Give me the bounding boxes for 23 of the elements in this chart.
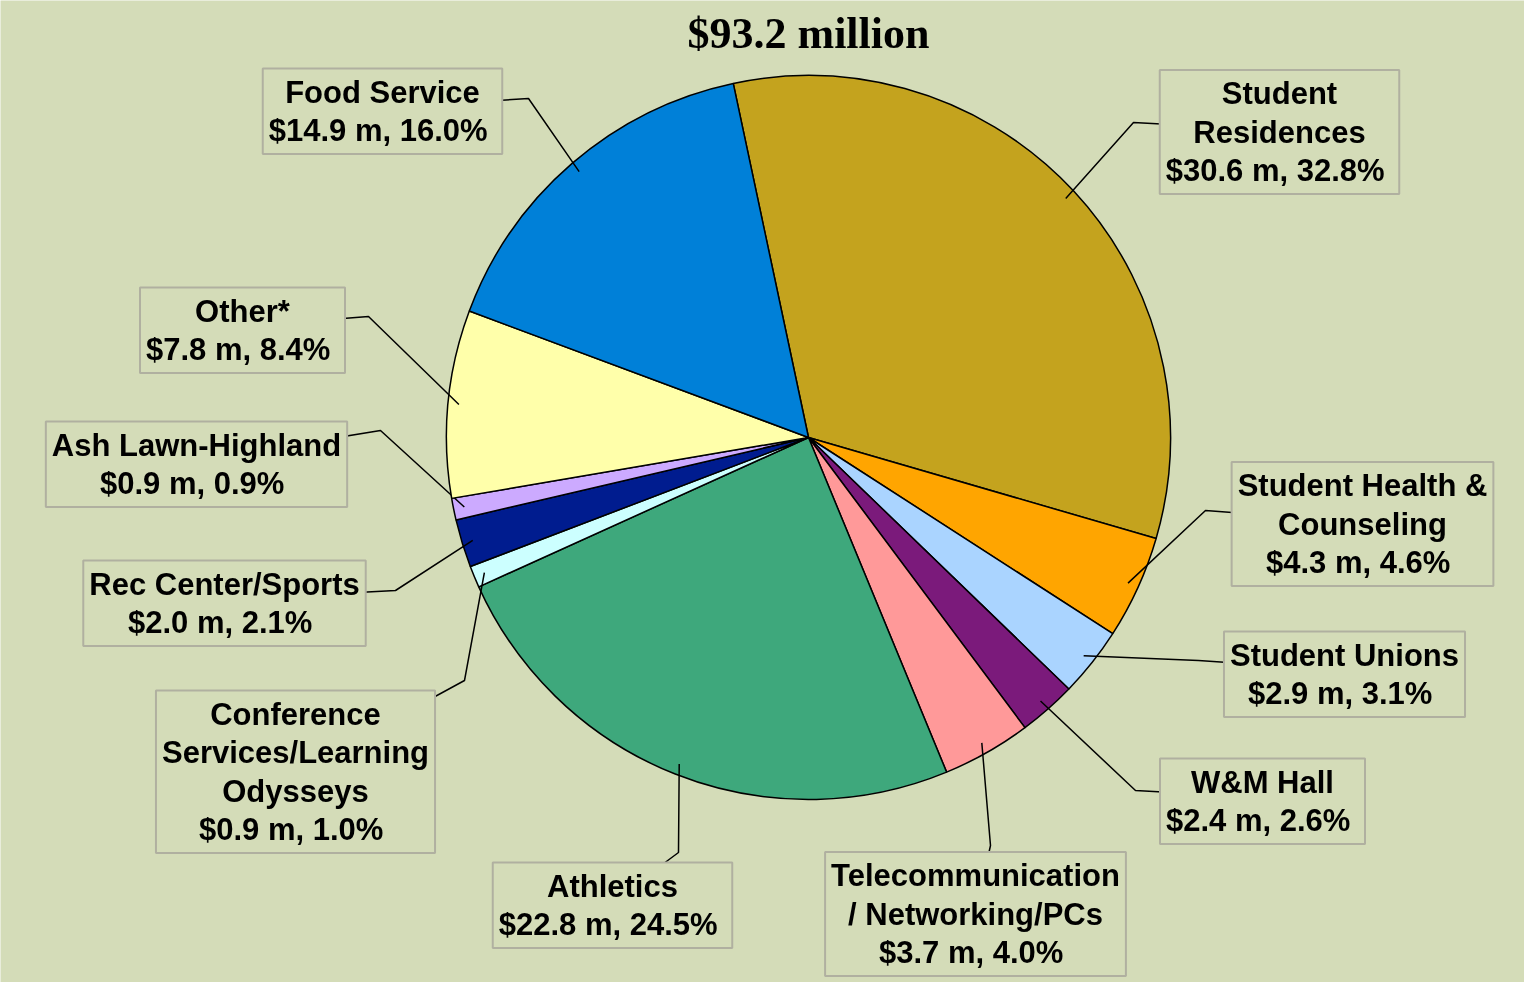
- slice-label: W&M Hall: [1191, 764, 1334, 800]
- slice-label: Food Service: [285, 74, 480, 110]
- data-label: $0.9 m, 1.0%: [199, 812, 384, 847]
- slice-label: Student Health & Counseling: [1237, 468, 1488, 542]
- slice-label: Telecommunication / Networking/PCs: [831, 858, 1120, 932]
- slice-label: Student Residences: [1193, 76, 1366, 150]
- data-label: $7.8 m, 8.4%: [146, 332, 331, 367]
- slice-label: Other*: [195, 293, 291, 329]
- slice-label: Rec Center/Sports: [89, 566, 360, 602]
- slice-label: Conference Services/Learning Odysseys: [161, 696, 430, 809]
- data-label: $3.7 m, 4.0%: [879, 935, 1064, 970]
- data-label: $30.6 m, 32.8%: [1165, 153, 1385, 188]
- data-label: $22.8 m, 24.5%: [498, 907, 718, 942]
- data-label: $2.9 m, 3.1%: [1248, 676, 1433, 711]
- data-label: $4.3 m, 4.6%: [1266, 545, 1451, 580]
- slice-label: Athletics: [547, 868, 678, 904]
- chart-title: $93.2 million: [687, 8, 930, 58]
- data-label: $2.0 m, 2.1%: [128, 605, 313, 640]
- slice-label: Student Unions: [1229, 637, 1460, 673]
- data-label: $14.9 m, 16.0%: [268, 113, 488, 148]
- data-label: $0.9 m, 0.9%: [100, 466, 285, 501]
- data-label: $2.4 m, 2.6%: [1166, 803, 1351, 838]
- slice-label: Ash Lawn-Highland: [51, 427, 342, 463]
